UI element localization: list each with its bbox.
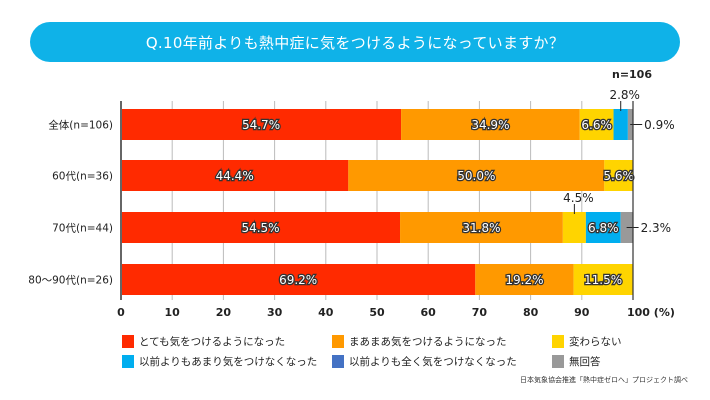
legend-swatch — [332, 335, 344, 348]
data-label: 6.8% — [588, 221, 619, 235]
category-label: 60代(n=36) — [52, 171, 113, 183]
bar-segment — [121, 264, 476, 295]
legend-item: とても気をつけるようになった — [122, 334, 285, 349]
legend-label: とても気をつけるようになった — [139, 336, 286, 348]
category-label: 80〜90代(n=26) — [28, 275, 113, 287]
chart-title: Q.10年前よりも熱中症に気をつけるようになっていますか？ — [145, 33, 565, 52]
legend-label: 以前よりもあまり気をつけなくなった — [139, 356, 318, 368]
sample-size-label: n=106 — [611, 68, 652, 81]
bar-segment — [121, 160, 349, 191]
legend-item: 以前よりも全く気をつけなくなった — [332, 354, 517, 369]
bars — [121, 109, 633, 295]
callout-label: 2.8% — [609, 88, 640, 102]
category-label: 70代(n=44) — [52, 223, 113, 235]
data-label: 54.5% — [241, 221, 279, 235]
x-tick-label: 20 — [216, 306, 232, 319]
legend-label: 無回答 — [569, 356, 601, 368]
x-tick-label: 0 — [117, 306, 125, 319]
data-label: 50.0% — [457, 169, 495, 183]
x-tick-label: 60 — [421, 306, 437, 319]
x-tick-label: 90 — [574, 306, 590, 319]
data-label: 44.4% — [216, 169, 254, 183]
legend-label: まあまあ気をつけるようになった — [349, 336, 507, 348]
callout-label: 0.9% — [644, 118, 675, 132]
title-banner: Q.10年前よりも熱中症に気をつけるようになっていますか？ — [30, 22, 680, 62]
data-label: 6.6% — [581, 118, 612, 132]
bar-segment — [604, 160, 633, 191]
data-label: 5.6% — [603, 169, 634, 183]
bar-segment — [562, 212, 586, 243]
category-labels: 全体(n=106) 60代(n=36) 70代(n=44) 80〜90代(n=26) — [28, 119, 113, 287]
legend-item: まあまあ気をつけるようになった — [332, 334, 507, 349]
x-axis-ticks: 0 10 20 30 40 50 60 70 80 90 100 (%) — [117, 306, 675, 319]
data-label: 31.8% — [462, 221, 500, 235]
data-label: 19.2% — [505, 273, 543, 287]
x-tick-label: 70 — [472, 306, 488, 319]
callout-labels: 2.8% 0.9% 4.5% 2.3% — [563, 88, 675, 235]
bar-segment — [121, 212, 401, 243]
bar-segment — [585, 212, 621, 243]
legend-label: 以前よりも全く気をつけなくなった — [349, 356, 517, 368]
data-label: 11.5% — [584, 273, 622, 287]
source-note: 日本気象協会推進「熱中症ゼロへ」プロジェクト調べ — [520, 376, 688, 384]
legend-label: 変わらない — [569, 336, 622, 348]
stacked-bar-chart: 54.7% 34.9% 6.6% 44.4% 50.0% 5.6% 54.5% 31.8% 6.… — [28, 88, 675, 319]
bar-segment — [401, 109, 580, 140]
legend-item: 無回答 — [552, 354, 601, 369]
legend-item: 変わらない — [552, 334, 622, 349]
x-tick-label: 80 — [523, 306, 539, 319]
bar-segment — [573, 264, 633, 295]
bar-segment — [400, 212, 563, 243]
data-label: 69.2% — [279, 273, 317, 287]
callout-label: 4.5% — [563, 191, 594, 205]
bar-segment — [121, 109, 402, 140]
x-tick-label: 30 — [267, 306, 283, 319]
legend-swatch — [122, 355, 134, 368]
bar-segment — [348, 160, 605, 191]
x-tick-label: 10 — [165, 306, 181, 319]
callout-label: 2.3% — [641, 221, 672, 235]
data-label: 34.9% — [471, 118, 509, 132]
bar-segment — [627, 109, 633, 140]
data-label: 54.7% — [242, 118, 280, 132]
x-tick-label: 40 — [318, 306, 334, 319]
x-tick-label: 100 (%) — [627, 306, 675, 319]
legend-swatch — [122, 335, 134, 348]
category-label: 全体(n=106) — [48, 119, 113, 132]
bar-segment — [579, 109, 614, 140]
bar-segment — [613, 109, 628, 140]
data-labels: 54.7% 34.9% 6.6% 44.4% 50.0% 5.6% 54.5% 31.8% 6.… — [214, 117, 635, 289]
bar-segment — [475, 264, 574, 295]
x-tick-label: 50 — [369, 306, 385, 319]
legend-swatch — [552, 355, 564, 368]
legend-swatch — [552, 335, 564, 348]
legend-item: 以前よりもあまり気をつけなくなった — [122, 354, 317, 369]
legend-swatch — [332, 355, 344, 368]
